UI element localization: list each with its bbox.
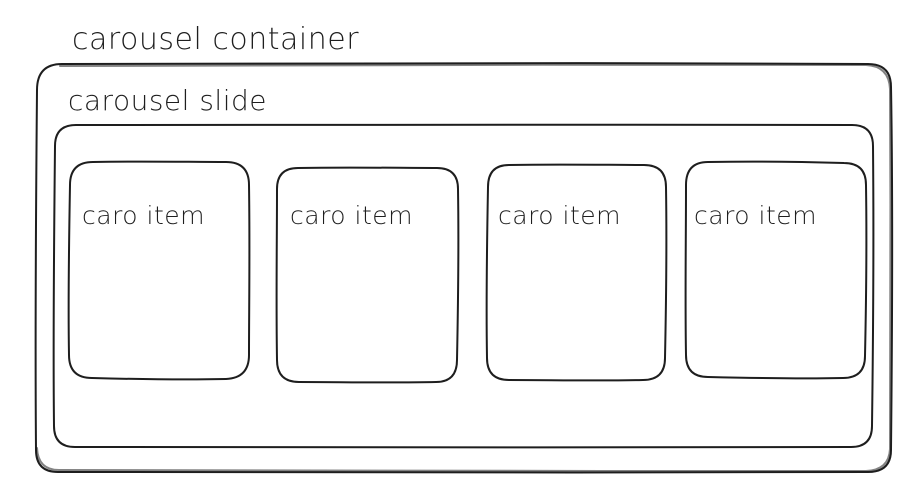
caro-item-box-3 bbox=[485, 163, 668, 382]
caro-item-label-2: caro item bbox=[290, 201, 414, 230]
caro-item-label-3: caro item bbox=[498, 201, 622, 230]
carousel-container-box bbox=[34, 61, 894, 474]
caro-item-box-1 bbox=[67, 160, 251, 381]
caro-item-box-2 bbox=[275, 166, 460, 384]
caro-item-label-4: caro item bbox=[694, 201, 818, 230]
carousel-slide-box bbox=[52, 123, 875, 449]
carousel-container-label: carousel container bbox=[72, 22, 360, 57]
carousel-container-box-stroke2 bbox=[36, 63, 892, 472]
caro-item-label-1: caro item bbox=[82, 201, 206, 230]
caro-item-box-4 bbox=[684, 160, 868, 380]
carousel-slide-label: carousel slide bbox=[68, 84, 267, 117]
